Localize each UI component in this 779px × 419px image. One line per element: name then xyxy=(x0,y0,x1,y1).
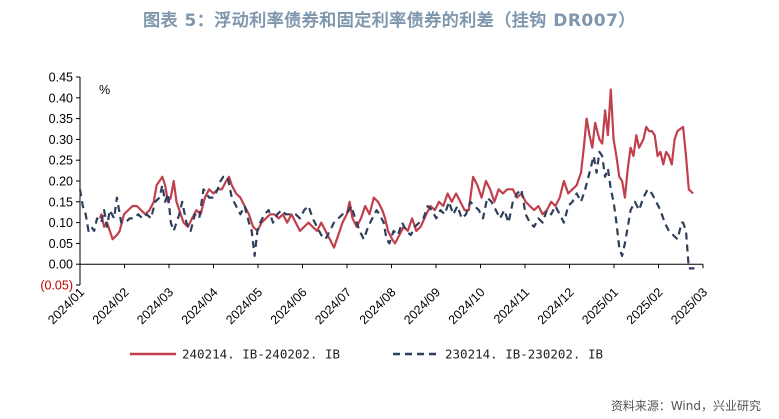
x-tick-label: 2025/01 xyxy=(579,285,621,327)
legend: 240214. IB-240202. IB 230214. IB-230202. … xyxy=(130,347,603,362)
series-line-2 xyxy=(78,150,695,270)
x-tick-label: 2024/03 xyxy=(134,285,176,327)
x-axis: 2024/01 2024/02 2024/03 2024/04 2024/05 2024/… xyxy=(45,263,710,327)
x-tick-label: 2024/06 xyxy=(268,285,310,327)
x-tick-label: 2024/05 xyxy=(223,285,265,327)
plot-lines xyxy=(78,88,695,270)
y-tick-label: 0.00 xyxy=(49,258,73,272)
x-tick-label: 2024/10 xyxy=(446,285,488,327)
y-tick-label: 0.05 xyxy=(49,237,73,251)
y-tick-label: 0.45 xyxy=(49,71,73,85)
y-axis: 0.45 0.40 0.35 0.30 0.25 0.20 0.15 0.10 0.05 0.00… xyxy=(40,71,81,293)
x-tick-label: 2024/08 xyxy=(357,285,399,327)
legend-item-2: 230214. IB-230202. IB xyxy=(393,347,603,362)
x-tick-label: 2024/09 xyxy=(401,285,443,327)
chart-title: 图表 5：浮动利率债券和固定利率债券的利差（挂钩 DR007） xyxy=(143,11,636,31)
x-tick-label: 2025/03 xyxy=(668,285,710,327)
x-tick-label: 2024/12 xyxy=(535,285,577,327)
x-tick-label: 2024/02 xyxy=(90,285,132,327)
y-tick-label: 0.15 xyxy=(49,195,73,209)
y-tick-label: 0.10 xyxy=(49,216,73,230)
x-tick-label: 2024/04 xyxy=(179,285,221,327)
y-tick-label: 0.40 xyxy=(49,91,73,105)
legend-item-1: 240214. IB-240202. IB xyxy=(130,347,340,362)
x-tick-label: 2024/11 xyxy=(491,285,532,326)
y-tick-label: (0.05) xyxy=(40,279,73,293)
y-tick-label: 0.30 xyxy=(49,133,73,147)
y-tick-label: 0.20 xyxy=(49,175,73,189)
source-note: 资料来源：Wind，兴业研究 xyxy=(610,399,761,413)
y-tick-label: 0.25 xyxy=(49,154,73,168)
legend-label: 230214. IB-230202. IB xyxy=(445,347,603,362)
unit-label: % xyxy=(99,83,110,97)
legend-label: 240214. IB-240202. IB xyxy=(182,347,340,362)
x-tick-label: 2025/02 xyxy=(624,285,666,327)
x-tick-label: 2024/07 xyxy=(312,285,354,327)
y-tick-label: 0.35 xyxy=(49,112,73,126)
